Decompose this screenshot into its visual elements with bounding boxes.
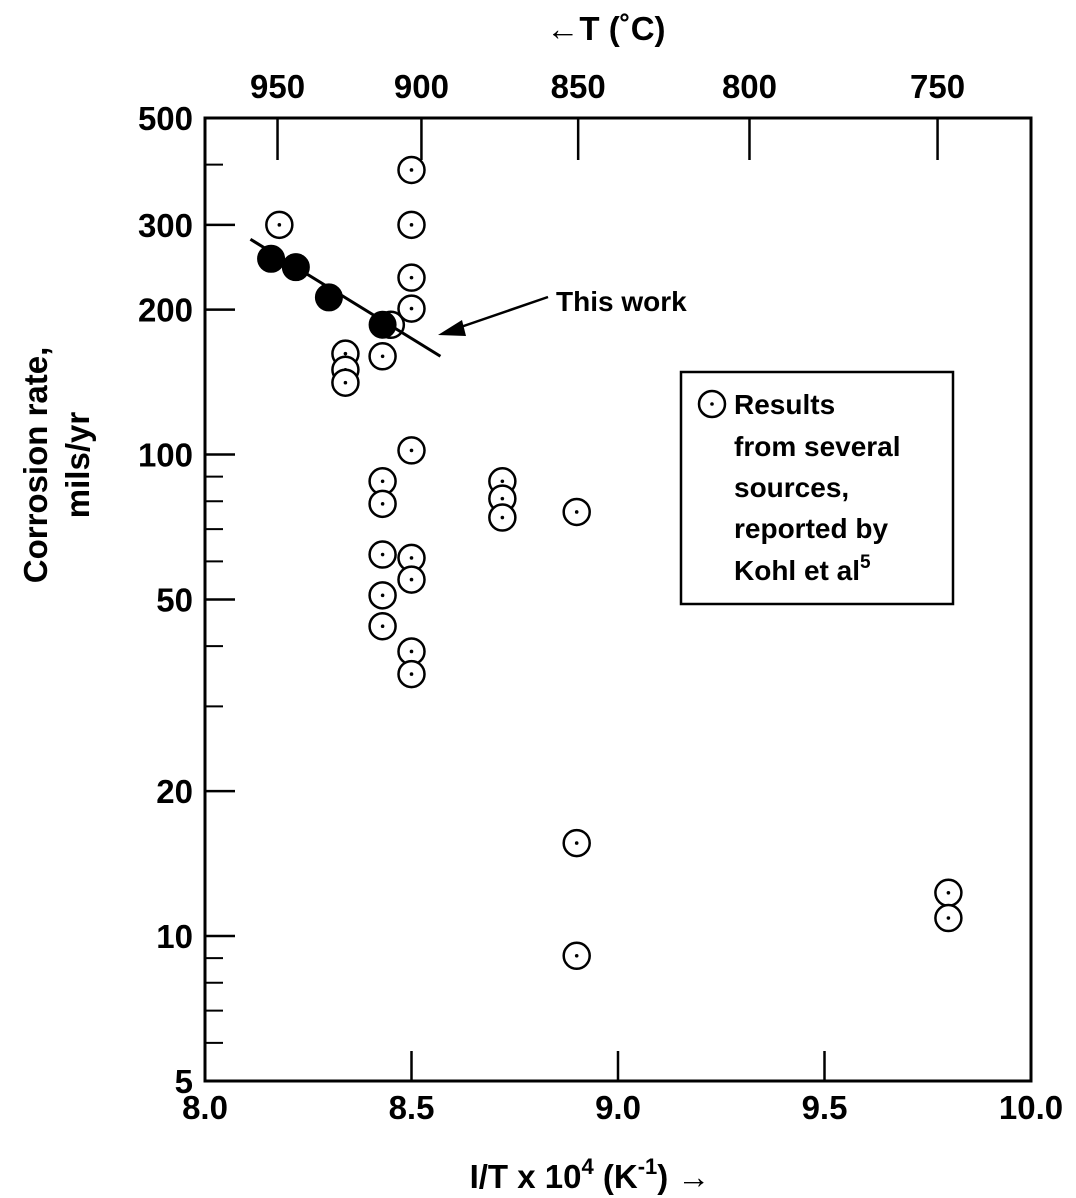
annotation-this-work: This work: [438, 286, 687, 336]
top-tick-label: 950: [250, 68, 305, 105]
legend-line-5: Kohl et al5: [734, 552, 871, 586]
data-point-dot: [575, 954, 579, 958]
plot-frame: [205, 118, 1031, 1081]
data-point-dot: [410, 578, 414, 582]
data-point-dot: [410, 223, 414, 227]
legend-line-3: sources,: [734, 472, 849, 503]
y-tick-label: 5: [175, 1063, 193, 1100]
y-axis-title: Corrosion rate, mils/yr: [17, 347, 96, 584]
legend-line-2: from several: [734, 431, 901, 462]
y-tick-label: 20: [156, 773, 193, 810]
data-point-dot: [410, 449, 414, 453]
data-point-filled: [370, 312, 396, 338]
data-point-dot: [381, 479, 385, 483]
y-tick-label: 500: [138, 100, 193, 137]
legend-line-4: reported by: [734, 513, 888, 544]
x-axis-title-unit-post: ) →: [657, 1158, 710, 1195]
legend: Results from several sources, reported b…: [681, 372, 953, 604]
legend-marker-dot: [710, 402, 714, 406]
data-point-dot: [947, 916, 951, 920]
y-tick-label: 50: [156, 582, 193, 619]
annotation-arrow-line: [452, 297, 548, 330]
y-axis-title-line-2: mils/yr: [59, 412, 96, 519]
data-point-dot: [410, 168, 414, 172]
x-tick-label: 9.0: [595, 1089, 641, 1126]
legend-line-5-text: Kohl et al: [734, 555, 860, 586]
x-tick-label: 10.0: [999, 1089, 1063, 1126]
y-tick-label: 200: [138, 292, 193, 329]
data-point-dot: [410, 650, 414, 654]
y-tick-label: 10: [156, 918, 193, 955]
data-point-dot: [501, 516, 505, 520]
data-point-filled: [258, 246, 284, 272]
top-tick-label: 850: [551, 68, 606, 105]
data-point-dot: [278, 223, 282, 227]
data-point-dot: [575, 510, 579, 514]
x-axis-title-main: I/T x 10: [470, 1158, 582, 1195]
x-axis-title-unit-pre: (K: [594, 1158, 638, 1195]
x-axis-title: I/T x 104 (K-1) →: [470, 1154, 711, 1195]
x-tick-label: 8.5: [389, 1089, 435, 1126]
data-point-dot: [501, 479, 505, 483]
top-axis-title: ←T (˚C): [546, 10, 665, 47]
data-point-dot: [410, 556, 414, 560]
data-point-dot: [381, 354, 385, 358]
ticks-layer: [205, 118, 1031, 1081]
x-axis-title-exp: 4: [581, 1154, 594, 1179]
data-point-filled: [316, 284, 342, 310]
top-tick-label: 750: [910, 68, 965, 105]
annotation-text: This work: [556, 286, 687, 317]
data-point-dot: [344, 352, 348, 356]
data-point-dot: [575, 841, 579, 845]
y-tick-label: 100: [138, 437, 193, 474]
top-tick-label: 900: [394, 68, 449, 105]
data-point-dot: [501, 497, 505, 501]
data-point-dot: [947, 891, 951, 895]
data-point-filled: [283, 254, 309, 280]
data-point-dot: [381, 594, 385, 598]
legend-superscript: 5: [860, 552, 871, 573]
data-point-dot: [381, 553, 385, 557]
y-axis-title-line-1: Corrosion rate,: [17, 347, 54, 584]
top-tick-label: 800: [722, 68, 777, 105]
data-point-dot: [410, 307, 414, 311]
data-point-dot: [344, 381, 348, 385]
data-point-dot: [410, 276, 414, 280]
data-point-dot: [410, 672, 414, 676]
data-point-dot: [381, 502, 385, 506]
x-tick-label: 9.5: [802, 1089, 848, 1126]
legend-line-1: Results: [734, 389, 835, 420]
data-point-dot: [381, 624, 385, 628]
x-axis-title-unit-exp: -1: [638, 1154, 658, 1179]
y-tick-label: 300: [138, 207, 193, 244]
annotation-arrowhead: [438, 320, 466, 336]
